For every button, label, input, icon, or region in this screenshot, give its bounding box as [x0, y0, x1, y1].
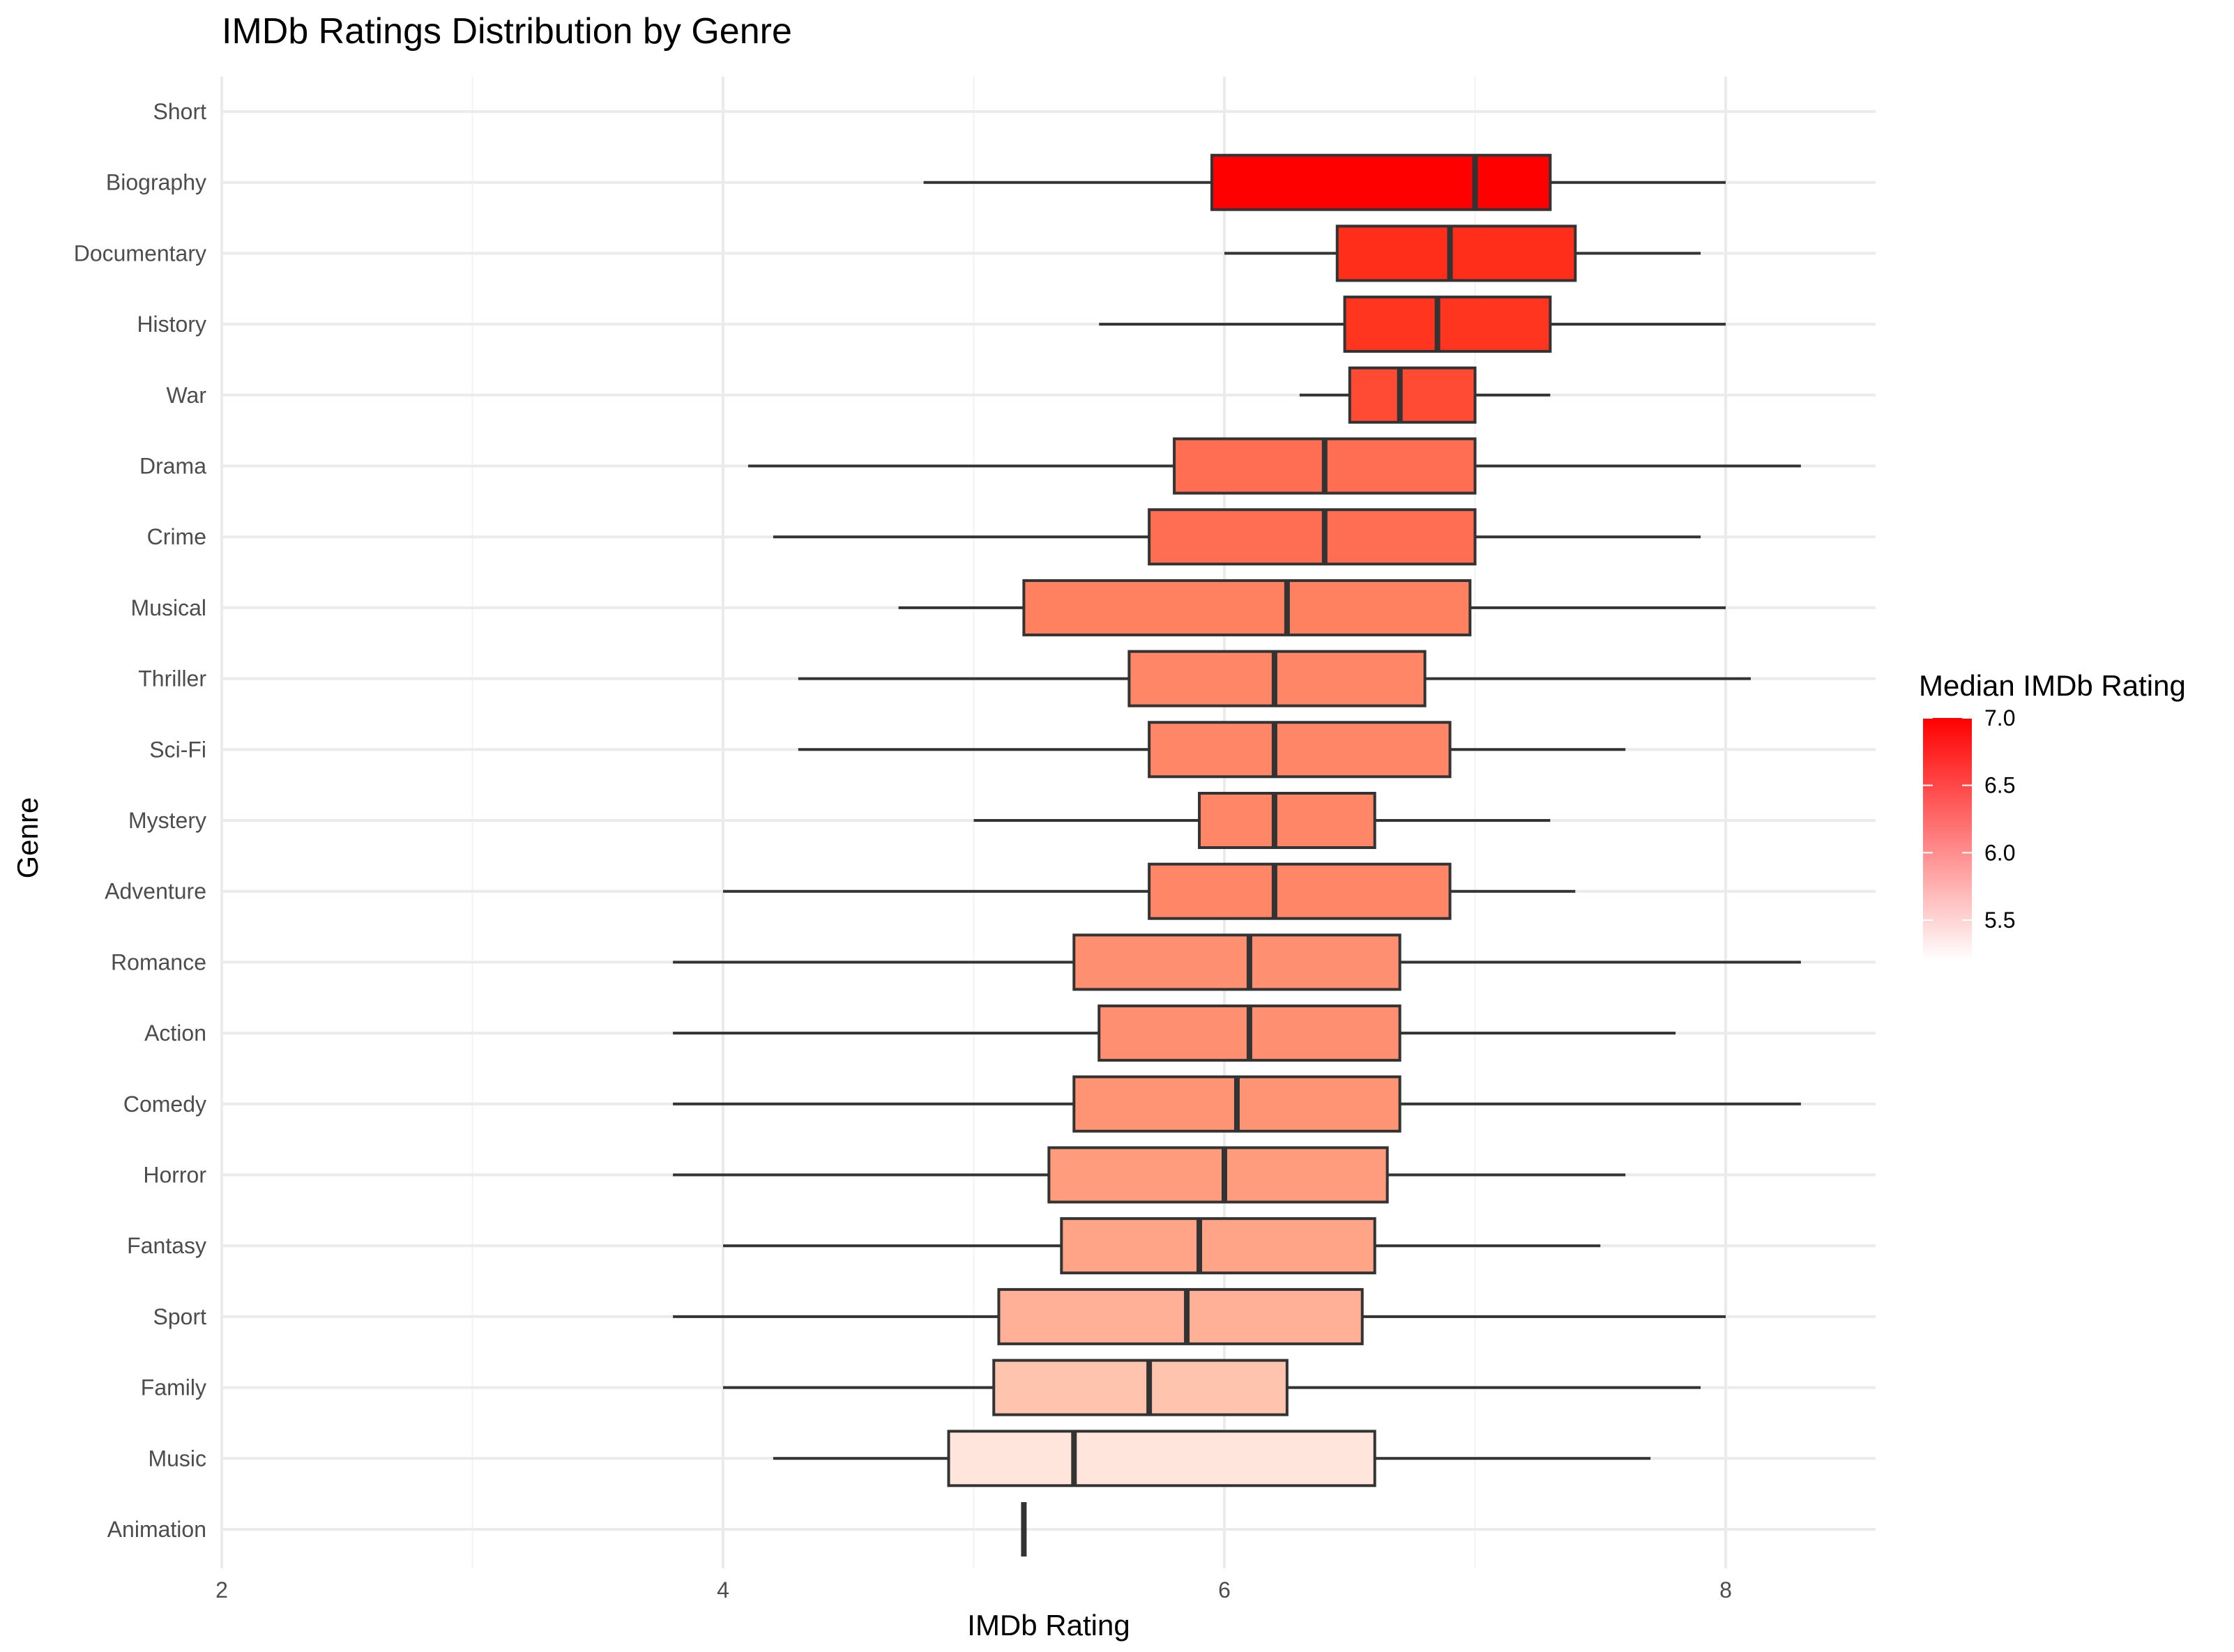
box-war [1299, 366, 1551, 424]
box-fantasy [723, 1217, 1601, 1275]
box-thriller [798, 650, 1751, 708]
y-tick-label: Horror [143, 1163, 206, 1188]
y-tick-label: Biography [106, 170, 206, 195]
y-tick-label: Music [148, 1446, 206, 1471]
box-iqr [1335, 224, 1577, 282]
legend-tick-label: 6.5 [1984, 773, 2015, 798]
y-tick-label: Drama [139, 454, 206, 479]
legend: Median IMDb Rating 7.0 6.5 6.0 5.5 [1919, 669, 2186, 961]
box-iqr [1148, 721, 1452, 779]
box-iqr [1210, 153, 1552, 211]
chart-title: IMDb Ratings Distribution by Genre [222, 11, 792, 52]
y-tick-label: Documentary [74, 240, 206, 266]
box-iqr [992, 1359, 1289, 1416]
box-iqr [1047, 1146, 1389, 1204]
box-documentary [1224, 224, 1701, 282]
y-tick-label: Sport [153, 1304, 207, 1329]
y-tick-label: History [137, 312, 206, 337]
box-iqr [1198, 792, 1376, 849]
y-tick-label: Family [141, 1375, 206, 1400]
y-axis-title: Genre [11, 797, 44, 879]
y-tick-label: Thriller [138, 666, 206, 691]
box-iqr [947, 1430, 1376, 1487]
box-drama [747, 437, 1801, 495]
box-comedy [673, 1075, 1801, 1133]
box-sport [673, 1287, 1726, 1345]
y-tick-label: Mystery [128, 808, 206, 833]
x-axis-ticks: 2 4 6 8 [215, 1577, 1732, 1603]
box-iqr [1072, 933, 1401, 991]
legend-ticks: 7.0 6.5 6.0 5.5 [1923, 705, 2015, 933]
box-iqr [1022, 579, 1472, 636]
box-mystery [973, 792, 1551, 849]
legend-colorbar [1923, 718, 1972, 961]
x-tick-label: 8 [1719, 1577, 1732, 1603]
box-musical [898, 579, 1726, 636]
box-iqr [1060, 1217, 1376, 1275]
box-music [773, 1430, 1651, 1487]
x-tick-label: 2 [215, 1577, 228, 1603]
plot-area [673, 153, 1801, 1557]
y-tick-label: Action [144, 1020, 206, 1046]
y-tick-label: Romance [111, 949, 206, 974]
legend-tick-label: 6.0 [1984, 840, 2015, 865]
box-history [1099, 296, 1726, 353]
box-adventure [723, 862, 1576, 920]
y-tick-label: Adventure [105, 879, 206, 904]
box-iqr [997, 1287, 1364, 1345]
y-tick-label: Musical [131, 595, 206, 620]
x-tick-label: 4 [717, 1577, 729, 1603]
y-tick-label: Sci-Fi [149, 737, 206, 762]
x-tick-label: 6 [1218, 1577, 1231, 1603]
y-tick-label: War [167, 383, 207, 408]
y-axis-ticks: Short Biography Documentary History War Drama… [74, 99, 207, 1542]
y-tick-label: Short [153, 99, 207, 124]
box-crime [773, 508, 1701, 566]
y-tick-label: Fantasy [127, 1233, 206, 1258]
box-biography [923, 153, 1726, 211]
box-iqr [1348, 366, 1477, 424]
y-tick-label: Comedy [123, 1092, 206, 1117]
y-tick-label: Crime [147, 524, 206, 549]
box-horror [673, 1146, 1626, 1204]
box-romance [673, 933, 1801, 991]
x-axis-title: IMDb Rating [967, 1609, 1130, 1642]
box-family [723, 1359, 1701, 1416]
box-iqr [1148, 862, 1452, 920]
legend-title: Median IMDb Rating [1919, 669, 2186, 702]
box-sci-fi [798, 721, 1626, 779]
box-iqr [1148, 508, 1477, 566]
legend-tick-label: 7.0 [1984, 705, 2015, 731]
box-iqr [1343, 296, 1552, 353]
box-action [673, 1004, 1676, 1062]
legend-tick-label: 5.5 [1984, 908, 2015, 933]
y-tick-label: Animation [107, 1517, 206, 1542]
